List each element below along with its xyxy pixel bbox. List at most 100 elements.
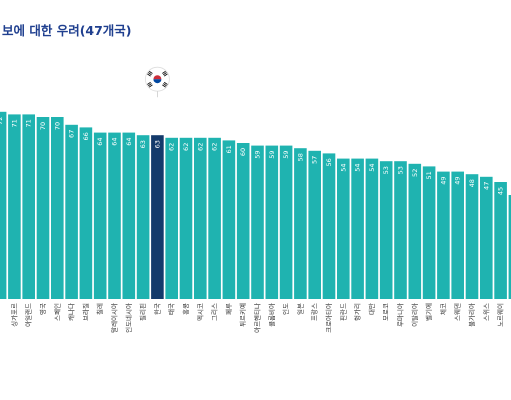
taegeuk-red (153, 75, 162, 80)
category-label-16: 페루 (224, 303, 233, 315)
bar-value-33: 48 (468, 179, 476, 187)
bar-value-34: 47 (482, 182, 490, 190)
category-label-13: 홍콩 (181, 303, 190, 315)
bar-15 (208, 137, 221, 299)
category-label-22: 프랑스 (311, 303, 319, 321)
bar-7 (93, 132, 107, 299)
bar-value-18: 59 (254, 150, 262, 158)
bar-value-3: 70 (39, 122, 47, 130)
category-label-21: 일본 (295, 303, 304, 315)
trigram-1 (162, 70, 168, 77)
category-label-15: 그리스 (210, 303, 219, 321)
bar-14 (194, 137, 207, 299)
bar-value-14: 62 (196, 143, 204, 151)
bar-25 (351, 158, 364, 299)
bar-27 (379, 161, 393, 299)
category-label-35: 노르웨이 (496, 303, 505, 327)
category-label-12: 태국 (168, 303, 176, 315)
category-label-18: 아르헨티나 (253, 303, 262, 333)
bar-value-9: 64 (125, 137, 133, 145)
bar-2 (22, 114, 35, 300)
category-label-2: 아일랜드 (24, 303, 33, 327)
chart-title: 보에 대한 우려(47개국) (2, 23, 132, 38)
bar-21 (294, 148, 307, 299)
category-label-31: 체코 (439, 303, 447, 315)
bar-value-21: 58 (296, 153, 304, 161)
bar-value-19: 59 (268, 150, 276, 158)
category-label-9: 인도네시아 (124, 303, 133, 333)
bar-29 (408, 163, 422, 299)
bar-value-31: 49 (439, 176, 447, 184)
bar-35 (494, 182, 507, 299)
bar-31 (437, 171, 450, 299)
bar-value-8: 64 (111, 137, 119, 145)
bar-19 (265, 145, 279, 299)
bar-13 (179, 137, 193, 299)
bar-value-25: 54 (354, 163, 362, 171)
bar-value-16: 61 (225, 145, 233, 153)
category-label-17: 튀르키예 (238, 303, 247, 327)
category-label-11: 한국 (153, 303, 161, 315)
bar-value-5: 67 (68, 130, 76, 138)
category-label-19: 콜롬비아 (267, 303, 276, 327)
bar-24 (337, 158, 350, 299)
category-label-10: 필리핀 (138, 303, 147, 321)
bar-value-28: 53 (397, 166, 405, 174)
bar-value-13: 62 (182, 143, 190, 151)
bar-4 (51, 117, 64, 299)
bar-26 (365, 158, 379, 299)
category-label-33: 불가리아 (467, 303, 476, 327)
category-label-25: 헝가리 (353, 303, 362, 321)
bar-value-30: 51 (425, 171, 433, 179)
category-label-24: 핀란드 (338, 303, 347, 321)
category-label-28: 루마니아 (396, 303, 405, 327)
category-label-36: 덴마크 (510, 303, 511, 321)
korea-flag-icon (144, 66, 170, 98)
bar-value-15: 62 (211, 143, 219, 151)
category-label-30: 벨기에 (424, 303, 433, 321)
bar-16 (222, 140, 236, 299)
category-label-5: 캐나다 (67, 303, 76, 321)
bar-value-2: 71 (25, 119, 33, 127)
bar-value-6: 66 (82, 132, 90, 140)
bar-12 (165, 137, 178, 299)
bar-23 (322, 153, 336, 299)
bar-8 (108, 132, 121, 299)
category-label-32: 스웨덴 (453, 303, 462, 321)
bar-34 (480, 176, 493, 299)
bar-9 (122, 132, 136, 299)
bars-layer (0, 111, 511, 300)
bar-value-23: 56 (325, 158, 333, 166)
bar-value-24: 54 (339, 163, 347, 171)
bar-1 (8, 114, 21, 300)
category-label-34: 스위스 (482, 303, 490, 321)
bar-value-0: 72 (0, 117, 4, 125)
bar-value-17: 60 (239, 148, 247, 156)
bar-20 (279, 145, 293, 299)
bar-22 (308, 150, 321, 299)
category-label-3: 영국 (38, 303, 47, 315)
bar-value-11: 63 (153, 140, 161, 148)
bar-30 (422, 166, 436, 299)
bar-value-1: 71 (10, 119, 18, 127)
category-label-8: 말레이시아 (110, 303, 119, 333)
bar-36 (508, 195, 511, 299)
bar-32 (451, 171, 464, 299)
bar-value-20: 59 (282, 150, 290, 158)
trigram-0 (147, 70, 153, 77)
bar-value-27: 53 (382, 166, 390, 174)
bar-28 (394, 161, 407, 299)
bar-33 (465, 174, 479, 299)
bar-value-35: 45 (497, 187, 505, 195)
category-label-1: 싱가포르 (9, 303, 18, 327)
bar-value-4: 70 (53, 122, 61, 130)
bar-value-10: 63 (139, 140, 147, 148)
category-label-4: 스페인 (52, 303, 61, 321)
bar-values-layer: 72 71 71 70 70 67 66 64 64 64 63 63 62 62 62 62 61 60 59 59… (0, 117, 511, 208)
category-label-14: 멕시코 (195, 303, 204, 321)
bar-value-22: 57 (311, 156, 319, 164)
bar-value-26: 54 (368, 163, 376, 171)
category-label-26: 대만 (367, 303, 376, 315)
bar-value-29: 52 (411, 169, 419, 177)
